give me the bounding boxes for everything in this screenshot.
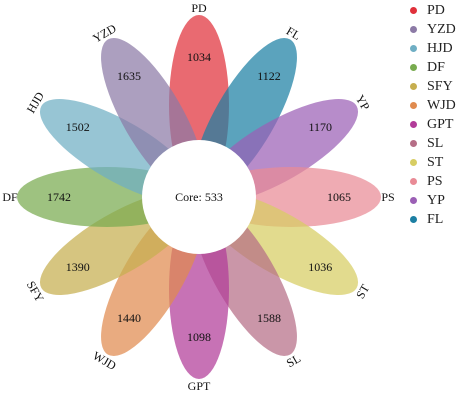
- legend-item-fl: FL: [405, 210, 461, 229]
- legend-item-df: DF: [405, 58, 461, 77]
- petal-count-sl: 1588: [257, 311, 281, 325]
- legend-label: PS: [427, 174, 443, 189]
- petal-label-yp: YP: [353, 92, 373, 113]
- legend-dot-icon: [410, 83, 417, 90]
- legend-item-yzd: YZD: [405, 20, 461, 39]
- legend-label: PD: [427, 3, 445, 18]
- petal-label-gpt: GPT: [188, 379, 211, 393]
- legend-label: ST: [427, 155, 444, 170]
- legend-dot-icon: [410, 7, 417, 14]
- legend-label: YP: [427, 193, 445, 208]
- legend-item-ps: PS: [405, 172, 461, 191]
- petal-count-df: 1742: [47, 190, 71, 204]
- petal-label-df: DF: [2, 190, 18, 204]
- legend-label: SFY: [427, 79, 453, 94]
- petal-count-yzd: 1635: [117, 69, 141, 83]
- petal-count-yp: 1170: [308, 120, 332, 134]
- legend-dot-icon: [410, 121, 417, 128]
- legend-label: FL: [427, 212, 444, 227]
- petal-count-pd: 1034: [187, 50, 211, 64]
- petal-label-ps: PS: [381, 190, 394, 204]
- legend-dot-icon: [410, 64, 417, 71]
- legend-item-sl: SL: [405, 134, 461, 153]
- legend-label: HJD: [427, 41, 453, 56]
- legend-item-pd: PD: [405, 1, 461, 20]
- legend-dot-icon: [410, 140, 417, 147]
- legend-dot-icon: [410, 45, 417, 52]
- petal-count-gpt: 1098: [187, 330, 211, 344]
- legend-item-hjd: HJD: [405, 39, 461, 58]
- petal-count-fl: 1122: [257, 69, 281, 83]
- legend-dot-icon: [410, 197, 417, 204]
- petal-label-sl: SL: [284, 351, 303, 370]
- core-circle: [142, 140, 256, 254]
- petal-count-sfy: 1390: [66, 260, 90, 274]
- legend-item-wjd: WJD: [405, 96, 461, 115]
- legend: PD YZD HJD DF SFY WJD GPT SL ST PS YP FL: [405, 1, 461, 229]
- legend-item-gpt: GPT: [405, 115, 461, 134]
- legend-item-sfy: SFY: [405, 77, 461, 96]
- petal-count-ps: 1065: [327, 190, 351, 204]
- legend-label: GPT: [427, 117, 454, 132]
- petal-count-hjd: 1502: [66, 120, 90, 134]
- legend-item-yp: YP: [405, 191, 461, 210]
- legend-label: YZD: [427, 22, 456, 37]
- legend-dot-icon: [410, 102, 417, 109]
- core-label: Core: 533: [175, 190, 223, 204]
- petal-label-pd: PD: [191, 1, 207, 15]
- petal-count-st: 1036: [308, 260, 332, 274]
- petal-count-wjd: 1440: [117, 311, 141, 325]
- legend-item-st: ST: [405, 153, 461, 172]
- legend-label: WJD: [427, 98, 456, 113]
- legend-dot-icon: [410, 178, 417, 185]
- legend-dot-icon: [410, 216, 417, 223]
- petal-label-fl: FL: [284, 24, 303, 43]
- legend-label: DF: [427, 60, 445, 75]
- legend-dot-icon: [410, 26, 417, 33]
- legend-label: SL: [427, 136, 444, 151]
- legend-dot-icon: [410, 159, 417, 166]
